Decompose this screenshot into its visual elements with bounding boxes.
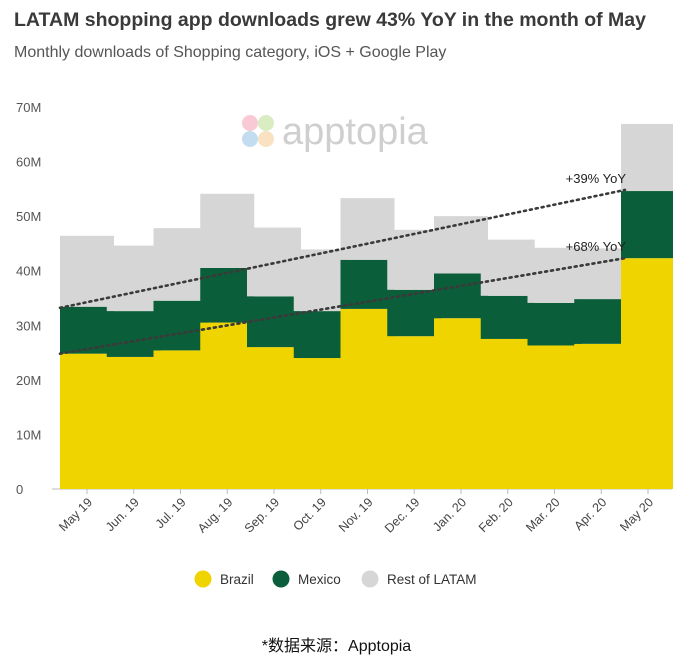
x-tick-label: May 20 <box>617 495 656 534</box>
bar-segment-brazil <box>527 345 582 489</box>
bar-segment-brazil <box>480 338 535 489</box>
bar-segment-brazil <box>153 350 208 489</box>
trendline-label: +39% YoY <box>566 171 627 186</box>
watermark-logo-petal <box>258 115 274 131</box>
bar-segment-rest-of-latam <box>247 227 301 297</box>
bar-segment-mexico <box>153 300 208 351</box>
trendline-label: +68% YoY <box>566 239 627 254</box>
bar-segment-rest-of-latam <box>387 229 442 290</box>
legend-label: Rest of LATAM <box>387 572 477 587</box>
x-tick-label: Apr. 20 <box>571 495 609 533</box>
bar-segment-rest-of-latam <box>527 247 582 303</box>
x-tick-label: Jun. 19 <box>103 495 142 534</box>
watermark-text: apptopia <box>282 111 429 153</box>
x-tick-label: Mar. 20 <box>523 495 562 534</box>
bar-segment-brazil <box>387 336 442 489</box>
bar-segment-rest-of-latam <box>200 193 255 268</box>
y-tick-label: 10M <box>16 427 41 442</box>
bar-segment-mexico <box>480 295 535 339</box>
bar-segment-rest-of-latam <box>434 216 488 274</box>
legend-label: Mexico <box>298 572 341 587</box>
x-tick-label: Sep. 19 <box>242 495 282 535</box>
bar-segment-rest-of-latam <box>621 123 673 192</box>
bar-segment-rest-of-latam <box>153 228 208 301</box>
y-tick-label: 30M <box>16 318 41 333</box>
watermark-logo-petal <box>258 131 274 147</box>
y-tick-label: 40M <box>16 264 41 279</box>
watermark-logo-petal <box>242 115 258 131</box>
y-tick-label: 60M <box>16 155 41 170</box>
x-tick-label: May 19 <box>56 495 95 534</box>
bar-segment-brazil <box>200 322 255 489</box>
x-tick-label: Nov. 19 <box>336 495 376 535</box>
bar-segment-brazil <box>247 347 301 489</box>
bar-segment-mexico <box>106 311 161 357</box>
bar-segment-brazil <box>293 358 348 489</box>
bar-segment-brazil <box>106 356 161 489</box>
x-tick-label: Oct. 19 <box>290 495 328 533</box>
trendline <box>58 256 627 355</box>
bar-segment-brazil <box>621 258 673 489</box>
stacked-bar-chart: apptopia 0 10M 20M 30M 40M 50M 60M 70M May 19 Jun.… <box>16 100 673 588</box>
bar-segment-mexico <box>293 311 348 359</box>
bar-segment-mexico <box>434 273 488 319</box>
source-note: *数据来源：Apptopia <box>261 638 412 655</box>
bar-segment-mexico <box>527 302 582 346</box>
bar-segment-brazil <box>574 343 629 489</box>
chart-subtitle: Monthly downloads of Shopping category, … <box>14 44 447 61</box>
y-tick-label: 0 <box>16 482 23 497</box>
chart-title: LATAM shopping app downloads grew 43% Yo… <box>14 9 646 31</box>
bar-segment-mexico <box>60 306 114 354</box>
y-tick-label: 70M <box>16 100 41 115</box>
legend-label: Brazil <box>220 572 254 587</box>
x-tick-label: Jul. 19 <box>153 495 189 531</box>
x-tick-label: Dec. 19 <box>382 495 422 535</box>
watermark-logo: apptopia <box>242 111 429 153</box>
legend-swatch <box>361 570 379 588</box>
legend-swatch <box>194 570 212 588</box>
bar-segment-rest-of-latam <box>574 248 629 300</box>
bar-segment-rest-of-latam <box>340 198 395 260</box>
bar-segment-brazil <box>434 318 488 489</box>
bar-segment-brazil <box>340 308 395 489</box>
bar-segment-rest-of-latam <box>60 235 114 307</box>
x-tick-label: Jan. 20 <box>430 495 469 534</box>
legend-swatch <box>272 570 290 588</box>
y-tick-label: 20M <box>16 373 41 388</box>
bar-segment-rest-of-latam <box>293 249 348 312</box>
bar-segment-mexico <box>574 299 629 344</box>
bar-segment-rest-of-latam <box>106 245 161 312</box>
bar-segment-brazil <box>60 353 114 489</box>
y-tick-label: 50M <box>16 209 41 224</box>
bar-segment-mexico <box>387 289 442 337</box>
bar-segment-rest-of-latam <box>480 239 535 296</box>
trendline <box>58 188 627 310</box>
bar-segment-mexico <box>621 191 673 259</box>
x-tick-label: Aug. 19 <box>195 495 235 535</box>
watermark-logo-petal <box>242 131 258 147</box>
x-tick-label: Feb. 20 <box>476 495 516 535</box>
